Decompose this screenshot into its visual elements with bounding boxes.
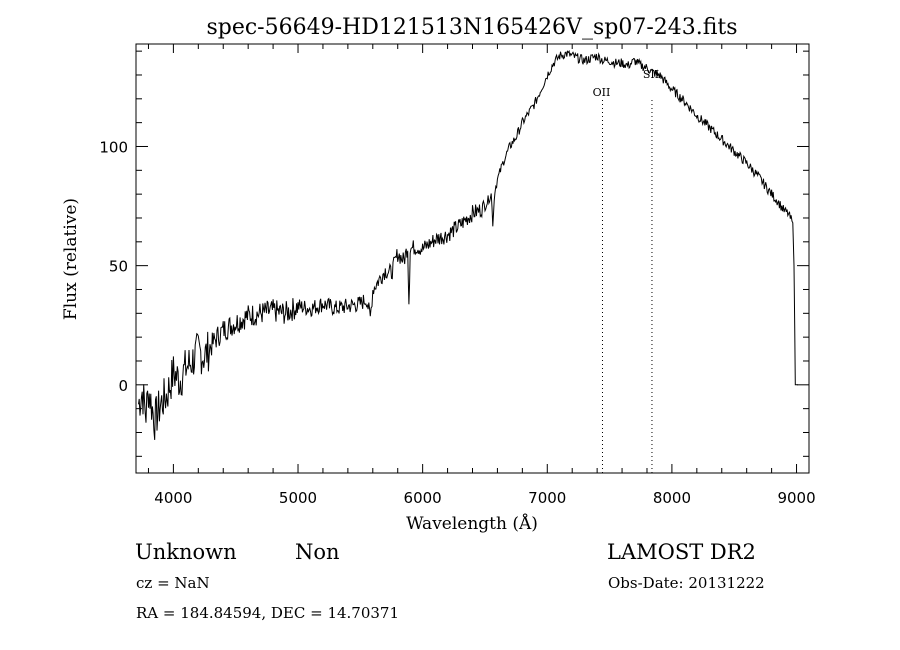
x-tick-label: 5000 bbox=[279, 489, 317, 507]
spectrum-line bbox=[138, 49, 798, 440]
observation-date: Obs-Date: 20131222 bbox=[608, 574, 765, 592]
annotation-label: OII bbox=[593, 86, 611, 99]
redshift-cz: cz = NaN bbox=[136, 574, 210, 592]
spectral-class: Unknown bbox=[135, 540, 237, 564]
y-tick-label: 100 bbox=[99, 138, 128, 156]
axis-tick-labels: 4000 5000 6000 7000 8000 9000 0 50 100 bbox=[99, 138, 815, 507]
axis-ticks bbox=[136, 44, 809, 473]
plot-frame bbox=[135, 43, 810, 474]
chart-title: spec-56649-HD121513N165426V_sp07-243.fit… bbox=[206, 15, 737, 40]
survey-release: LAMOST DR2 bbox=[607, 540, 756, 564]
x-tick-label: 4000 bbox=[154, 489, 192, 507]
y-tick-label: 0 bbox=[118, 377, 128, 395]
x-tick-label: 6000 bbox=[404, 489, 442, 507]
ra-dec-coordinates: RA = 184.84594, DEC = 14.70371 bbox=[136, 604, 400, 622]
x-tick-label: 9000 bbox=[777, 489, 815, 507]
y-axis-label: Flux (relative) bbox=[61, 198, 81, 320]
x-tick-label: 8000 bbox=[653, 489, 691, 507]
x-axis-label: Wavelength (Å) bbox=[406, 513, 538, 534]
spectral-subclass: Non bbox=[295, 540, 340, 564]
y-tick-label: 50 bbox=[109, 258, 128, 276]
x-tick-label: 7000 bbox=[528, 489, 566, 507]
